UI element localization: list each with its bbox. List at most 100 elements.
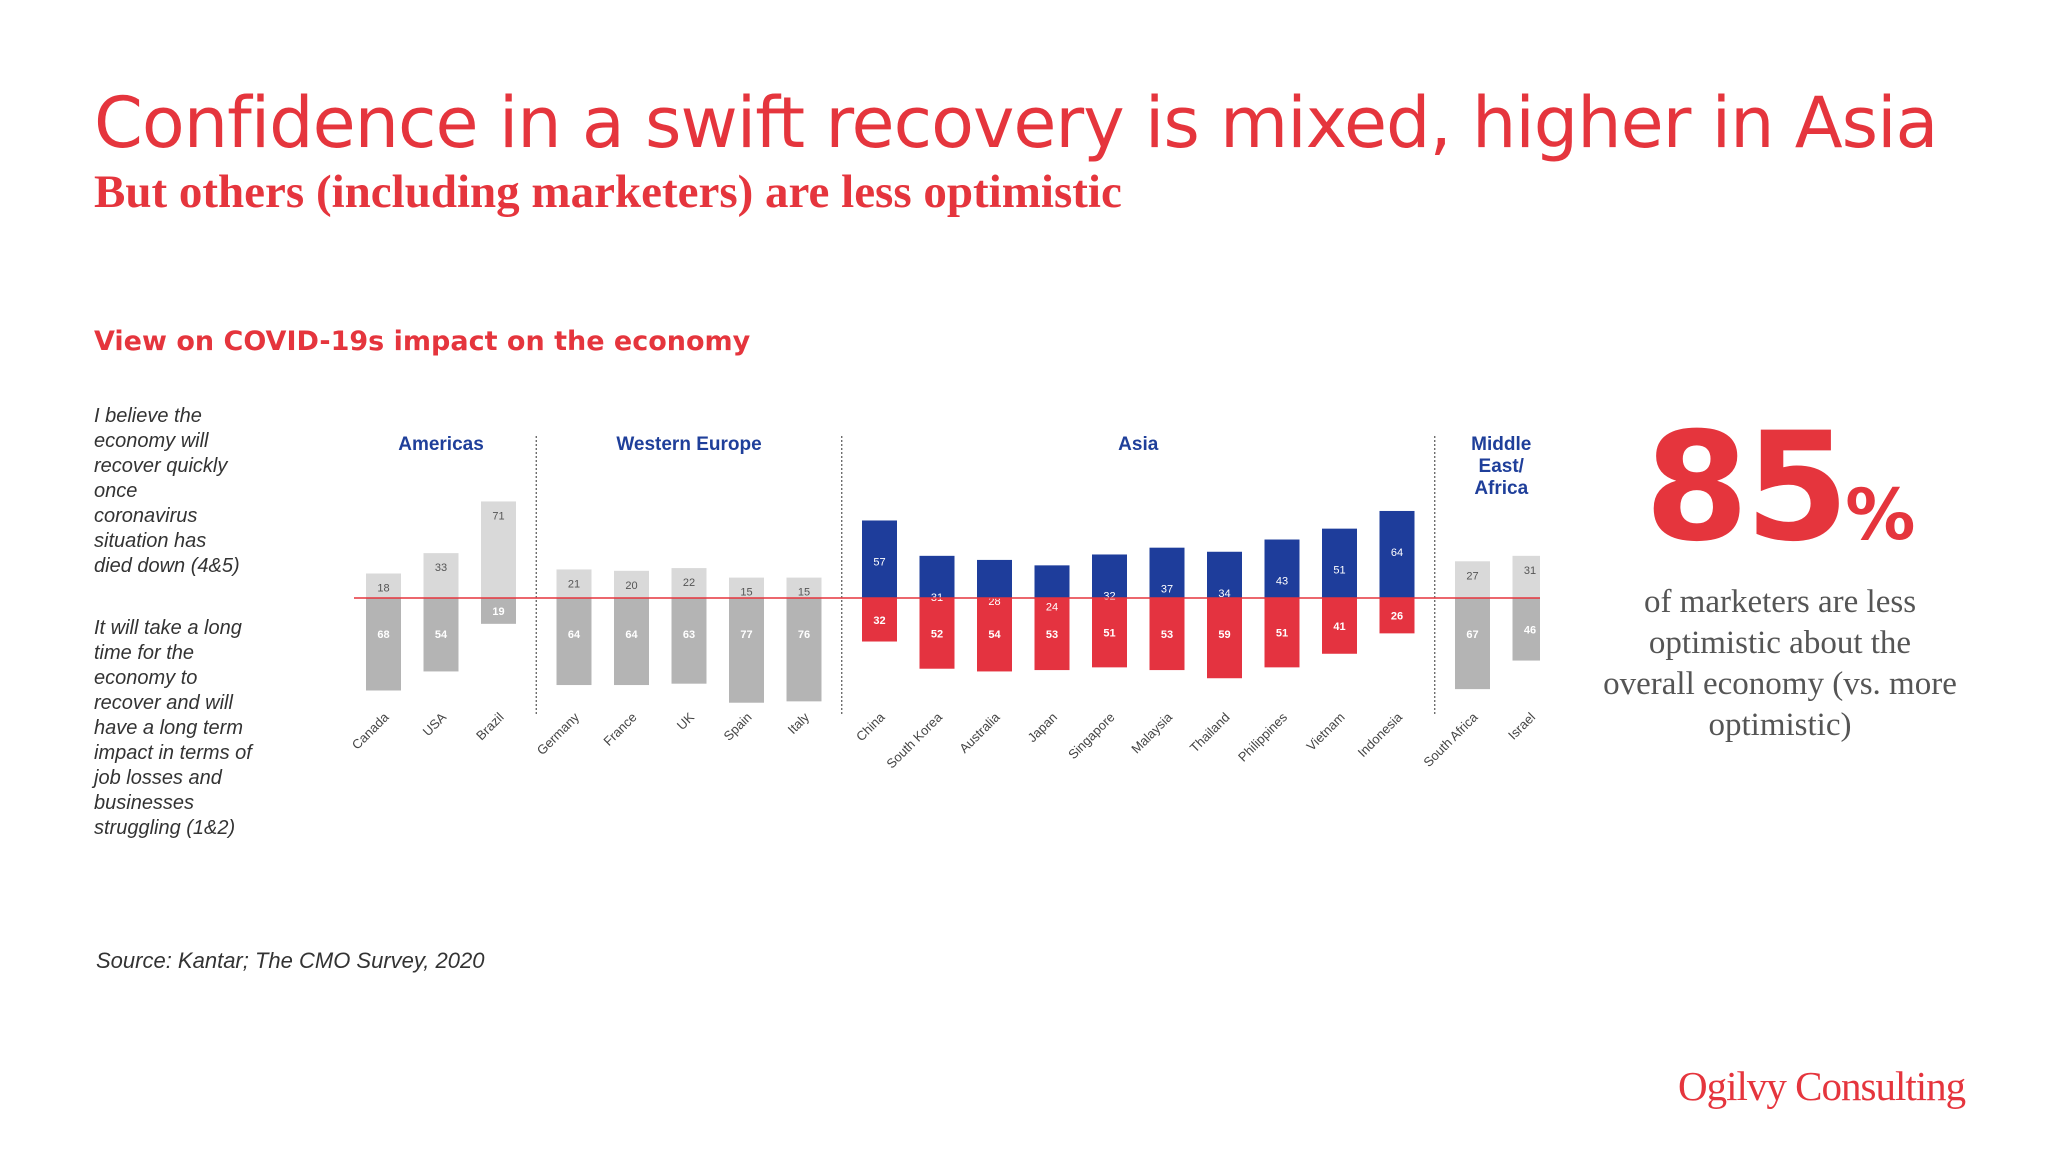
data-label-negative: 51: [1276, 628, 1288, 640]
bar-positive: [1149, 547, 1185, 598]
region-label: Middle: [1471, 434, 1531, 455]
data-label-negative: 54: [988, 629, 1001, 641]
data-label-negative: 46: [1524, 624, 1536, 636]
data-label-positive: 31: [1524, 565, 1536, 577]
bar-negative: [1092, 598, 1127, 668]
bar-positive: [1512, 555, 1540, 598]
data-label-positive: 22: [683, 577, 695, 589]
chart-title: View on COVID-19s impact on the economy: [94, 326, 751, 357]
data-label-positive: 33: [435, 562, 447, 574]
data-label-positive: 71: [492, 510, 504, 522]
data-label-negative: 68: [377, 629, 389, 641]
data-label-positive: 24: [1046, 601, 1058, 613]
country-label: Canada: [349, 709, 392, 752]
country-label: Indonesia: [1355, 709, 1406, 760]
positive-statement: I believe the economy will recover quick…: [94, 405, 240, 577]
country-label: Philippines: [1235, 709, 1290, 764]
data-label-positive: 28: [988, 596, 1000, 608]
bar-negative: [977, 598, 1012, 672]
bar-positive: [729, 577, 764, 598]
data-label-negative: 41: [1333, 621, 1345, 633]
data-label-positive: 34: [1218, 588, 1230, 600]
country-label: Israel: [1505, 709, 1538, 742]
country-label: Malaysia: [1128, 709, 1175, 756]
bar-negative: [919, 598, 955, 669]
region-label: Asia: [1118, 434, 1159, 455]
bar-negative: [1322, 598, 1357, 654]
bar-negative: [1455, 598, 1490, 690]
data-label-positive: 20: [625, 580, 637, 592]
bar-negative: [1379, 598, 1415, 634]
country-label: Thailand: [1187, 710, 1233, 756]
data-label-negative: 77: [740, 629, 752, 641]
brand-logo: Ogilvy Consulting: [1678, 1063, 1966, 1109]
country-label: Germany: [534, 709, 583, 758]
data-label-negative: 63: [683, 629, 695, 641]
bar-negative: [423, 598, 459, 672]
data-label-negative: 53: [1046, 629, 1058, 641]
bar-negative: [481, 598, 516, 624]
region-label: Africa: [1474, 478, 1528, 499]
data-label-negative: 53: [1161, 629, 1173, 641]
bar-positive: [1034, 565, 1070, 598]
bar-positive: [423, 553, 459, 598]
data-label-negative: 26: [1391, 611, 1403, 623]
bar-positive: [1455, 561, 1490, 598]
country-label: Brazil: [473, 709, 507, 743]
bar-negative: [366, 598, 401, 691]
country-label: Spain: [721, 710, 755, 744]
highlight-unit: %: [1845, 474, 1916, 556]
country-label: Singapore: [1065, 710, 1118, 763]
page-subtitle: But others (including marketers) are les…: [94, 166, 1122, 218]
bar-positive: [671, 568, 707, 598]
bar-positive: [1264, 539, 1300, 598]
country-label: France: [600, 710, 639, 749]
bar-positive: [977, 559, 1012, 598]
bar-negative: [729, 598, 764, 703]
highlight-value: 85: [1644, 401, 1850, 575]
country-label: Japan: [1024, 710, 1060, 746]
bar-negative: [1264, 598, 1300, 668]
bar-negative: [1034, 598, 1070, 671]
region-label: Western Europe: [616, 434, 761, 455]
data-label-negative: 51: [1103, 628, 1115, 640]
data-label-positive: 43: [1276, 576, 1288, 588]
data-label-positive: 18: [377, 583, 389, 595]
data-label-positive: 37: [1161, 584, 1173, 596]
bar-negative: [1149, 598, 1185, 671]
bar-positive: [481, 501, 516, 598]
data-label-positive: 51: [1333, 565, 1345, 577]
data-label-negative: 64: [568, 629, 581, 641]
country-label: USA: [420, 709, 450, 739]
data-label-negative: 67: [1466, 629, 1478, 641]
bar-positive: [919, 555, 955, 598]
data-label-positive: 64: [1391, 547, 1403, 559]
highlight-stat: 85%: [1640, 408, 1920, 614]
bar-negative: [862, 598, 897, 642]
data-label-negative: 76: [798, 629, 810, 641]
bar-negative: [786, 598, 822, 702]
data-label-negative: 59: [1218, 629, 1230, 641]
bar-positive: [1379, 510, 1415, 598]
data-label-positive: 32: [1103, 590, 1115, 602]
region-label: East/: [1479, 456, 1525, 477]
data-label-negative: 19: [492, 606, 504, 618]
bar-negative: [614, 598, 649, 686]
data-label-negative: 52: [931, 628, 943, 640]
country-label: Australia: [956, 709, 1003, 756]
country-label: South Africa: [1420, 709, 1481, 770]
data-label-positive: 15: [798, 587, 810, 599]
bar-positive: [786, 577, 822, 598]
data-label-positive: 57: [873, 556, 885, 568]
data-label-negative: 64: [625, 629, 638, 641]
country-label: Italy: [785, 709, 813, 737]
country-label: China: [853, 709, 888, 744]
bar-negative: [1512, 598, 1540, 661]
bar-positive: [862, 520, 897, 598]
data-label-negative: 54: [435, 629, 448, 641]
data-label-negative: 32: [873, 615, 885, 627]
bar-positive: [1092, 554, 1127, 598]
data-label-positive: 21: [568, 578, 580, 590]
bar-positive: [1207, 551, 1242, 598]
bar-negative: [1207, 598, 1242, 679]
